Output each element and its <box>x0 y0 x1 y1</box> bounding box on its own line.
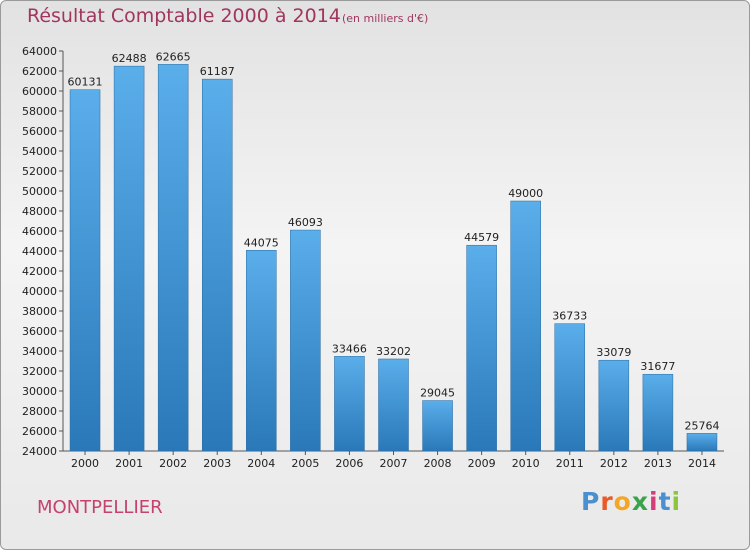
x-tick-label: 2007 <box>380 457 408 470</box>
y-tick-label: 64000 <box>22 45 57 58</box>
y-tick-label: 24000 <box>22 445 57 458</box>
bar <box>686 433 718 452</box>
city-name: MONTPELLIER <box>37 497 163 518</box>
bar-value-label: 31677 <box>640 360 675 373</box>
y-tick-label: 52000 <box>22 165 57 178</box>
bar <box>113 65 145 452</box>
proxiti-logo: Proxiti <box>581 487 681 516</box>
y-tick-label: 40000 <box>22 285 57 298</box>
bar-value-label: 44579 <box>464 231 499 244</box>
x-tick-label: 2001 <box>115 457 143 470</box>
y-tick-label: 30000 <box>22 385 57 398</box>
logo-letter: i <box>649 487 659 516</box>
y-tick-label: 46000 <box>22 225 57 238</box>
bar <box>246 250 277 452</box>
bar-value-label: 60131 <box>68 76 103 89</box>
y-tick-label: 58000 <box>22 105 57 118</box>
logo-letter: t <box>658 487 672 516</box>
chart-title: Résultat Comptable 2000 à 2014 <box>27 5 341 27</box>
bar <box>422 400 453 452</box>
logo-letter: i <box>671 487 682 516</box>
bar-value-label: 33079 <box>596 346 631 359</box>
x-tick-label: 2004 <box>247 457 275 470</box>
y-tick-label: 62000 <box>22 65 57 78</box>
bar <box>466 244 497 452</box>
logo-letter: x <box>631 487 649 516</box>
bar-value-label: 61187 <box>200 65 235 78</box>
x-tick-label: 2008 <box>424 457 452 470</box>
logo-letter: r <box>600 487 614 516</box>
y-tick-label: 34000 <box>22 345 57 358</box>
y-tick-label: 38000 <box>22 305 57 318</box>
y-tick-label: 36000 <box>22 325 57 338</box>
x-tick-label: 2005 <box>291 457 319 470</box>
x-tick-label: 2009 <box>468 457 496 470</box>
bar <box>642 373 674 452</box>
y-tick-label: 50000 <box>22 185 57 198</box>
bar <box>290 229 321 452</box>
bar <box>201 78 233 452</box>
logo-letter: P <box>581 487 601 516</box>
y-tick-label: 56000 <box>22 125 57 138</box>
bar <box>157 64 189 452</box>
bar <box>69 89 101 452</box>
bar-value-label: 33466 <box>332 342 367 355</box>
bar <box>554 323 586 452</box>
bar-value-label: 62665 <box>156 50 191 63</box>
bar <box>334 356 365 452</box>
x-tick-label: 2012 <box>600 457 628 470</box>
x-tick-label: 2011 <box>556 457 584 470</box>
logo-letter: o <box>613 487 632 516</box>
y-tick-label: 54000 <box>22 145 57 158</box>
x-tick-label: 2003 <box>203 457 231 470</box>
bar <box>598 359 630 452</box>
x-tick-label: 2006 <box>335 457 363 470</box>
bar-value-label: 44075 <box>244 236 279 249</box>
bar <box>378 358 409 452</box>
y-tick-label: 42000 <box>22 265 57 278</box>
x-tick-label: 2000 <box>71 457 99 470</box>
x-tick-label: 2010 <box>512 457 540 470</box>
bar-value-label: 29045 <box>420 387 455 400</box>
x-tick-label: 2014 <box>688 457 716 470</box>
bar-value-label: 49000 <box>508 187 543 200</box>
y-tick-label: 28000 <box>22 405 57 418</box>
y-tick-label: 32000 <box>22 365 57 378</box>
y-tick-label: 26000 <box>22 425 57 438</box>
chart-subtitle: (en milliers d'€) <box>342 12 429 25</box>
bar-value-label: 33202 <box>376 345 411 358</box>
y-tick-label: 60000 <box>22 85 57 98</box>
x-tick-label: 2002 <box>159 457 187 470</box>
x-tick-label: 2013 <box>644 457 672 470</box>
bar <box>510 200 541 452</box>
bar-value-label: 25764 <box>684 419 719 432</box>
bar-value-label: 46093 <box>288 216 323 229</box>
y-tick-label: 44000 <box>22 245 57 258</box>
y-tick-label: 48000 <box>22 205 57 218</box>
bar-value-label: 36733 <box>552 310 587 323</box>
bar-value-label: 62488 <box>112 52 147 65</box>
